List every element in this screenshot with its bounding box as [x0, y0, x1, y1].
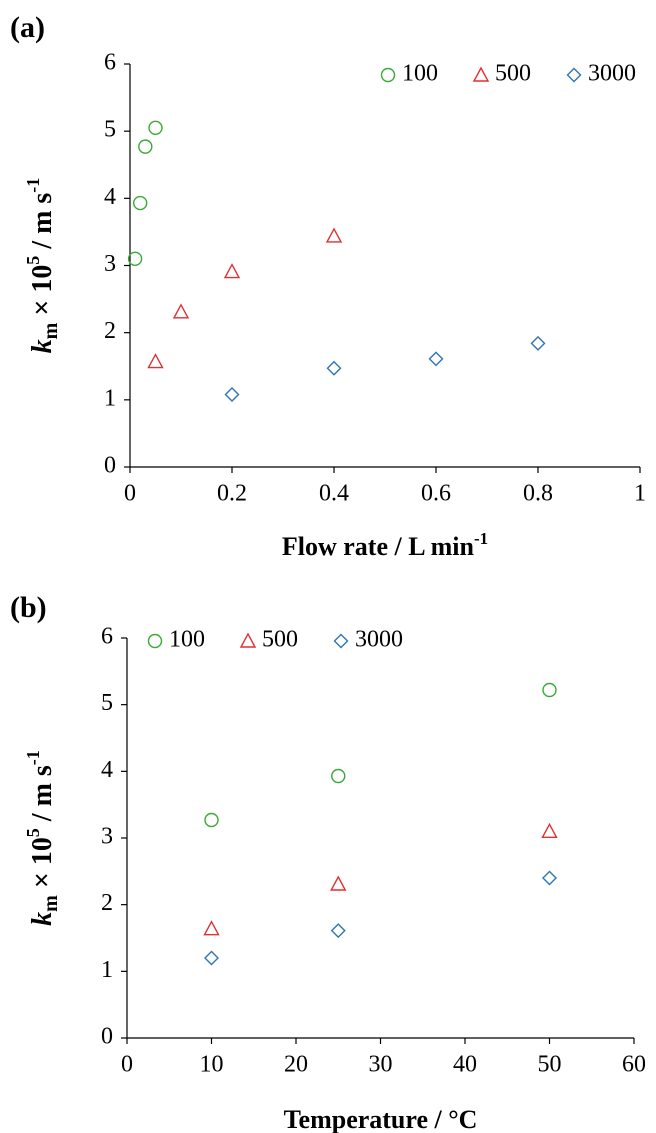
x-tick-label: 20	[284, 1052, 308, 1078]
legend-label: 3000	[588, 61, 636, 87]
legend-marker	[239, 632, 257, 648]
point	[147, 353, 164, 369]
x-tick-label: 0.6	[421, 481, 451, 507]
x-tick-label: 1	[634, 481, 646, 507]
label-run: -1	[23, 750, 43, 765]
point	[223, 263, 241, 279]
label-run: 5	[23, 828, 43, 837]
label-run: 5	[23, 256, 43, 265]
legend-marker	[566, 67, 582, 83]
legend-label: 100	[169, 627, 205, 653]
legend-label: 100	[402, 61, 438, 87]
point	[542, 870, 557, 886]
point	[224, 386, 240, 402]
x-axis-label: Temperature / °C	[284, 1105, 478, 1133]
point	[542, 682, 557, 698]
point	[326, 360, 342, 376]
label-run: / m s	[27, 193, 58, 256]
x-tick-label: 30	[369, 1052, 393, 1078]
label-run: m	[40, 895, 62, 912]
point	[203, 920, 220, 936]
point	[325, 227, 343, 243]
point	[204, 950, 219, 966]
x-tick-label: 60	[622, 1052, 646, 1078]
x-tick-label: 50	[538, 1052, 562, 1078]
label-run: k	[27, 339, 58, 353]
point	[172, 303, 190, 319]
y-tick-label: 2	[104, 318, 116, 344]
label-run: / m s	[27, 765, 58, 828]
point	[127, 251, 143, 266]
panel-label: (a)	[10, 11, 45, 44]
y-tick-label: 5	[104, 117, 116, 143]
point	[428, 351, 444, 367]
x-tick-label: 0.8	[523, 481, 553, 507]
point	[138, 139, 153, 154]
y-axis-label: km × 105 / m s-1	[23, 750, 61, 926]
x-tick-label: 0	[121, 1052, 133, 1078]
x-tick-label: 0.2	[217, 481, 247, 507]
legend-label: 500	[262, 627, 298, 653]
y-axis-label: km × 105 / m s-1	[23, 178, 61, 354]
y-tick-label: 0	[101, 1024, 113, 1050]
point	[330, 875, 347, 891]
y-tick-label: 6	[101, 624, 113, 650]
point	[132, 195, 148, 211]
label-run: Flow rate / L min	[282, 532, 475, 561]
x-tick-label: 0.4	[319, 481, 349, 507]
y-tick-label: 3	[101, 824, 113, 850]
label-run: -1	[474, 529, 488, 548]
legend-label: 500	[495, 61, 531, 87]
y-tick-label: 2	[101, 890, 113, 916]
y-tick-label: 1	[104, 385, 116, 411]
label-run: k	[27, 912, 58, 926]
point	[530, 335, 546, 351]
point	[331, 768, 346, 784]
legend-marker	[380, 67, 396, 83]
y-tick-label: 0	[104, 453, 116, 479]
label-run: × 10	[27, 837, 58, 895]
y-tick-label: 5	[101, 690, 113, 716]
y-tick-label: 3	[104, 251, 116, 277]
label-run: m	[40, 322, 62, 339]
legend-marker	[333, 633, 349, 649]
label-run: Temperature / °C	[284, 1105, 478, 1133]
y-tick-label: 1	[101, 957, 113, 983]
y-tick-label: 6	[104, 50, 116, 76]
panel-label: (b)	[10, 591, 47, 624]
legend-marker	[472, 66, 490, 82]
point	[148, 120, 163, 136]
y-tick-label: 4	[104, 184, 116, 210]
x-tick-label: 40	[453, 1052, 477, 1078]
label-run: × 10	[27, 265, 58, 323]
x-tick-label: 10	[200, 1052, 224, 1078]
point	[204, 812, 219, 828]
x-axis-label: Flow rate / L min-1	[282, 529, 488, 561]
legend-label: 3000	[355, 627, 403, 653]
legend-marker	[147, 633, 163, 649]
x-tick-label: 0	[124, 481, 136, 507]
label-run: -1	[23, 178, 43, 193]
point	[330, 923, 346, 939]
y-tick-label: 4	[101, 757, 113, 783]
point	[541, 822, 558, 839]
